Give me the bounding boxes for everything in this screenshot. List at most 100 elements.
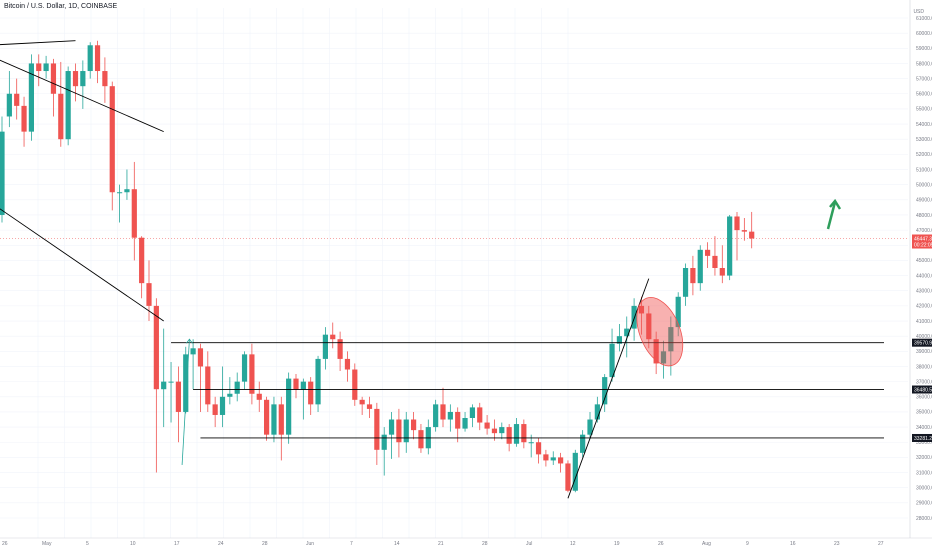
price-tick-label: 45000.00 [916,258,932,264]
time-tick-label: 19 [614,541,620,547]
marker-arrow-head [186,338,193,344]
candle-body [690,268,696,284]
price-tick-label: 59000.00 [916,46,932,52]
time-tick-label: 10 [130,541,136,547]
candle-body [580,434,586,453]
candle-body [697,249,703,284]
price-badge-label: 36480.51 [914,387,932,393]
time-tick-label: Aug [702,541,711,547]
bullish-arrow-head [829,198,842,210]
price-tick-label: 41000.00 [916,319,932,325]
lower-trendline [0,208,164,322]
candle-body [72,71,79,87]
price-tick-label: 60000.00 [916,31,932,37]
candle-body [139,237,145,284]
candle-body [50,63,57,94]
candle-body [124,189,130,193]
price-tick-label: 56000.00 [916,92,932,98]
time-axis[interactable]: 26 May 5 10 17 24 28 Jun 7 14 21 28 Jul 12 19 26 Aug 9 16 2… [0,537,932,547]
candle-body [749,231,755,239]
price-badge [912,338,932,347]
candle-body [366,404,373,409]
candle-body [491,428,498,434]
candle-body [381,434,387,450]
candle-body [109,86,115,193]
candle-body [668,327,674,352]
price-tick-label: 53000.00 [916,137,932,143]
price-tick-label: 44000.00 [916,273,932,279]
time-tick-label: 23 [834,541,840,547]
candle-body [337,339,343,359]
candle-body [241,354,248,382]
candle-body [183,354,189,412]
price-badge-label: 00:22:05 [914,242,932,248]
candle-body [682,268,689,297]
candle-body [477,407,483,423]
candle-body [80,71,86,87]
candle-body [43,63,49,72]
price-tick-label: 37000.00 [916,379,932,385]
price-badge [912,385,932,394]
candle-body [455,411,461,429]
candle-body [293,378,299,390]
price-tick-label: 38000.00 [916,364,932,370]
candle-body [447,411,453,420]
candle-body [212,404,218,415]
rising-trendline [567,278,650,499]
time-tick-label: 14 [394,541,400,547]
bullish-arrow [826,201,837,230]
price-tick-label: 32000.00 [916,455,932,461]
candle-body [161,381,167,390]
candle-body [675,296,681,328]
candle-body [352,369,358,400]
candle-body [102,71,108,87]
candle-body [264,399,270,435]
candle-body [712,255,718,268]
candle-body [727,216,733,276]
time-tick-label: 5 [86,541,89,547]
price-badge [912,433,932,442]
price-tick-label: 55000.00 [916,107,932,113]
candle-body [36,63,42,72]
candle-body [543,454,549,461]
candle-body [462,418,468,429]
time-tick-label: Jul [526,541,532,547]
time-tick-label: 12 [570,541,576,547]
candle-body [513,424,520,444]
price-tick-label: 42000.00 [916,304,932,310]
candle-body [300,381,306,390]
candle-body [528,442,534,444]
candle-body [719,268,725,276]
time-tick-label: 26 [658,541,664,547]
highlight-ellipse [636,297,684,367]
candle-body [506,427,512,444]
time-tick-label: May [42,541,52,547]
candle-body [550,457,556,461]
candle-body [646,313,652,340]
candle-body [594,404,600,420]
candle-body [14,93,20,106]
candle-body [558,457,564,464]
time-tick-label: 26 [2,541,8,547]
candle-body [638,305,645,314]
candle-body [87,45,93,72]
candle-body [131,189,137,238]
candle-body [344,358,351,370]
price-axis[interactable]: 61000.00 60000.00 59000.00 58000.00 57000.00… [909,0,932,538]
price-tick-label: 47000.00 [916,228,932,234]
price-tick-label: 39000.00 [916,349,932,355]
drawings[interactable] [0,40,884,499]
price-badge [912,240,932,249]
currency-label: USD [913,9,924,15]
price-badge-label: 39570.92 [914,340,932,346]
time-tick-label: 7 [350,541,353,547]
price-tick-label: 40000.00 [916,334,932,340]
candle-body [631,305,637,329]
price-badge-label: 33281.22 [914,436,932,442]
price-tick-label: 52000.00 [916,152,932,158]
candle-body [418,430,424,449]
time-tick-label: 9 [746,541,749,547]
price-tick-label: 50000.00 [916,182,932,188]
time-tick-label: 16 [790,541,796,547]
